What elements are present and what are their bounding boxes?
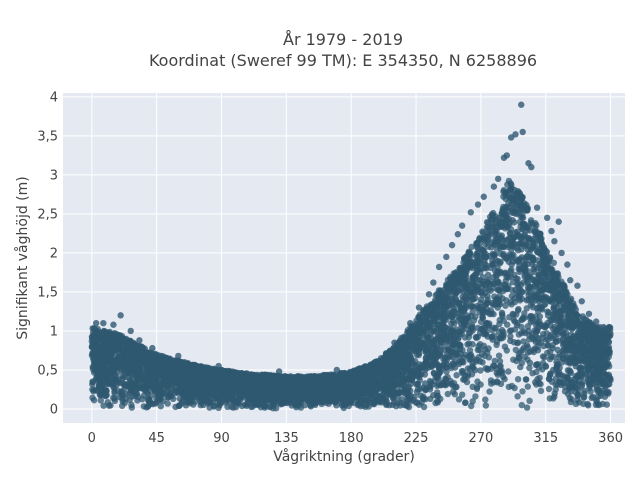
data-point (97, 397, 105, 404)
data-point (100, 402, 107, 409)
data-point (535, 230, 542, 237)
data-point (517, 349, 524, 356)
data-point (467, 329, 474, 336)
data-point (508, 327, 515, 334)
data-point (554, 381, 561, 389)
data-point (511, 219, 518, 226)
data-point (443, 364, 450, 371)
data-point (437, 368, 444, 376)
data-point (551, 390, 558, 397)
data-point (104, 399, 112, 406)
data-point (230, 398, 237, 406)
data-point (606, 375, 614, 383)
data-point (476, 234, 484, 241)
data-point (577, 364, 584, 372)
data-point (489, 336, 496, 343)
data-point (494, 304, 501, 311)
data-point (464, 371, 472, 378)
data-point (486, 388, 493, 395)
data-point (482, 240, 489, 248)
data-point (499, 242, 506, 249)
chart-title-line2: Koordinat (Sweref 99 TM): E 354350, N 62… (149, 51, 537, 70)
data-point (511, 384, 518, 392)
data-point (476, 276, 483, 284)
data-point (518, 323, 525, 331)
data-point (529, 254, 537, 261)
data-point (507, 333, 514, 340)
data-point (480, 248, 488, 255)
data-point (432, 399, 439, 407)
data-point (495, 352, 503, 359)
data-point (426, 377, 434, 385)
data-point (503, 347, 510, 354)
data-point (506, 229, 514, 237)
data-point (484, 271, 492, 279)
data-point (147, 392, 154, 399)
data-point (483, 224, 491, 231)
data-point (495, 257, 502, 265)
data-point (389, 384, 397, 391)
data-point (544, 312, 552, 319)
data-point (489, 327, 496, 334)
data-point (526, 364, 533, 372)
data-point (170, 395, 177, 403)
data-point (533, 368, 540, 376)
data-point (452, 349, 459, 356)
data-point (122, 340, 129, 347)
data-point (502, 302, 509, 309)
data-point (168, 385, 175, 392)
data-point (482, 396, 489, 403)
data-point (571, 336, 578, 343)
data-point (493, 341, 500, 349)
data-point (413, 399, 421, 406)
data-point (514, 376, 522, 383)
data-point (504, 181, 511, 188)
data-point (496, 358, 504, 365)
data-point (469, 264, 476, 272)
chart-title-line1: År 1979 - 2019 (283, 30, 403, 49)
data-point (519, 388, 526, 395)
data-point (585, 402, 592, 409)
data-point (89, 394, 96, 401)
data-point (488, 380, 495, 387)
data-point (124, 370, 132, 377)
data-point (407, 392, 415, 400)
data-point (508, 287, 516, 294)
data-point (172, 387, 180, 394)
data-point (432, 373, 439, 381)
data-point (453, 372, 460, 379)
data-point (499, 223, 506, 230)
data-point (489, 301, 497, 308)
data-point (469, 398, 476, 405)
data-point (543, 336, 550, 343)
data-point (537, 387, 545, 395)
data-point (579, 313, 586, 320)
data-point (474, 266, 481, 273)
data-point (529, 276, 537, 283)
data-point (505, 368, 512, 375)
data-point (469, 383, 476, 390)
data-point (395, 380, 402, 387)
data-point (473, 334, 480, 342)
data-point (521, 310, 528, 317)
data-point (502, 269, 509, 276)
data-point (477, 367, 484, 374)
data-point (462, 325, 470, 333)
scatter-points (88, 101, 614, 412)
data-point (500, 193, 507, 200)
data-point (491, 357, 498, 365)
data-point (444, 390, 451, 398)
data-point (546, 375, 553, 383)
data-point (524, 383, 531, 390)
data-point (518, 359, 526, 366)
data-point (472, 393, 479, 400)
data-point (545, 385, 553, 393)
data-point (523, 404, 531, 411)
data-point (468, 243, 475, 251)
data-point (451, 320, 458, 327)
data-point (559, 314, 566, 321)
